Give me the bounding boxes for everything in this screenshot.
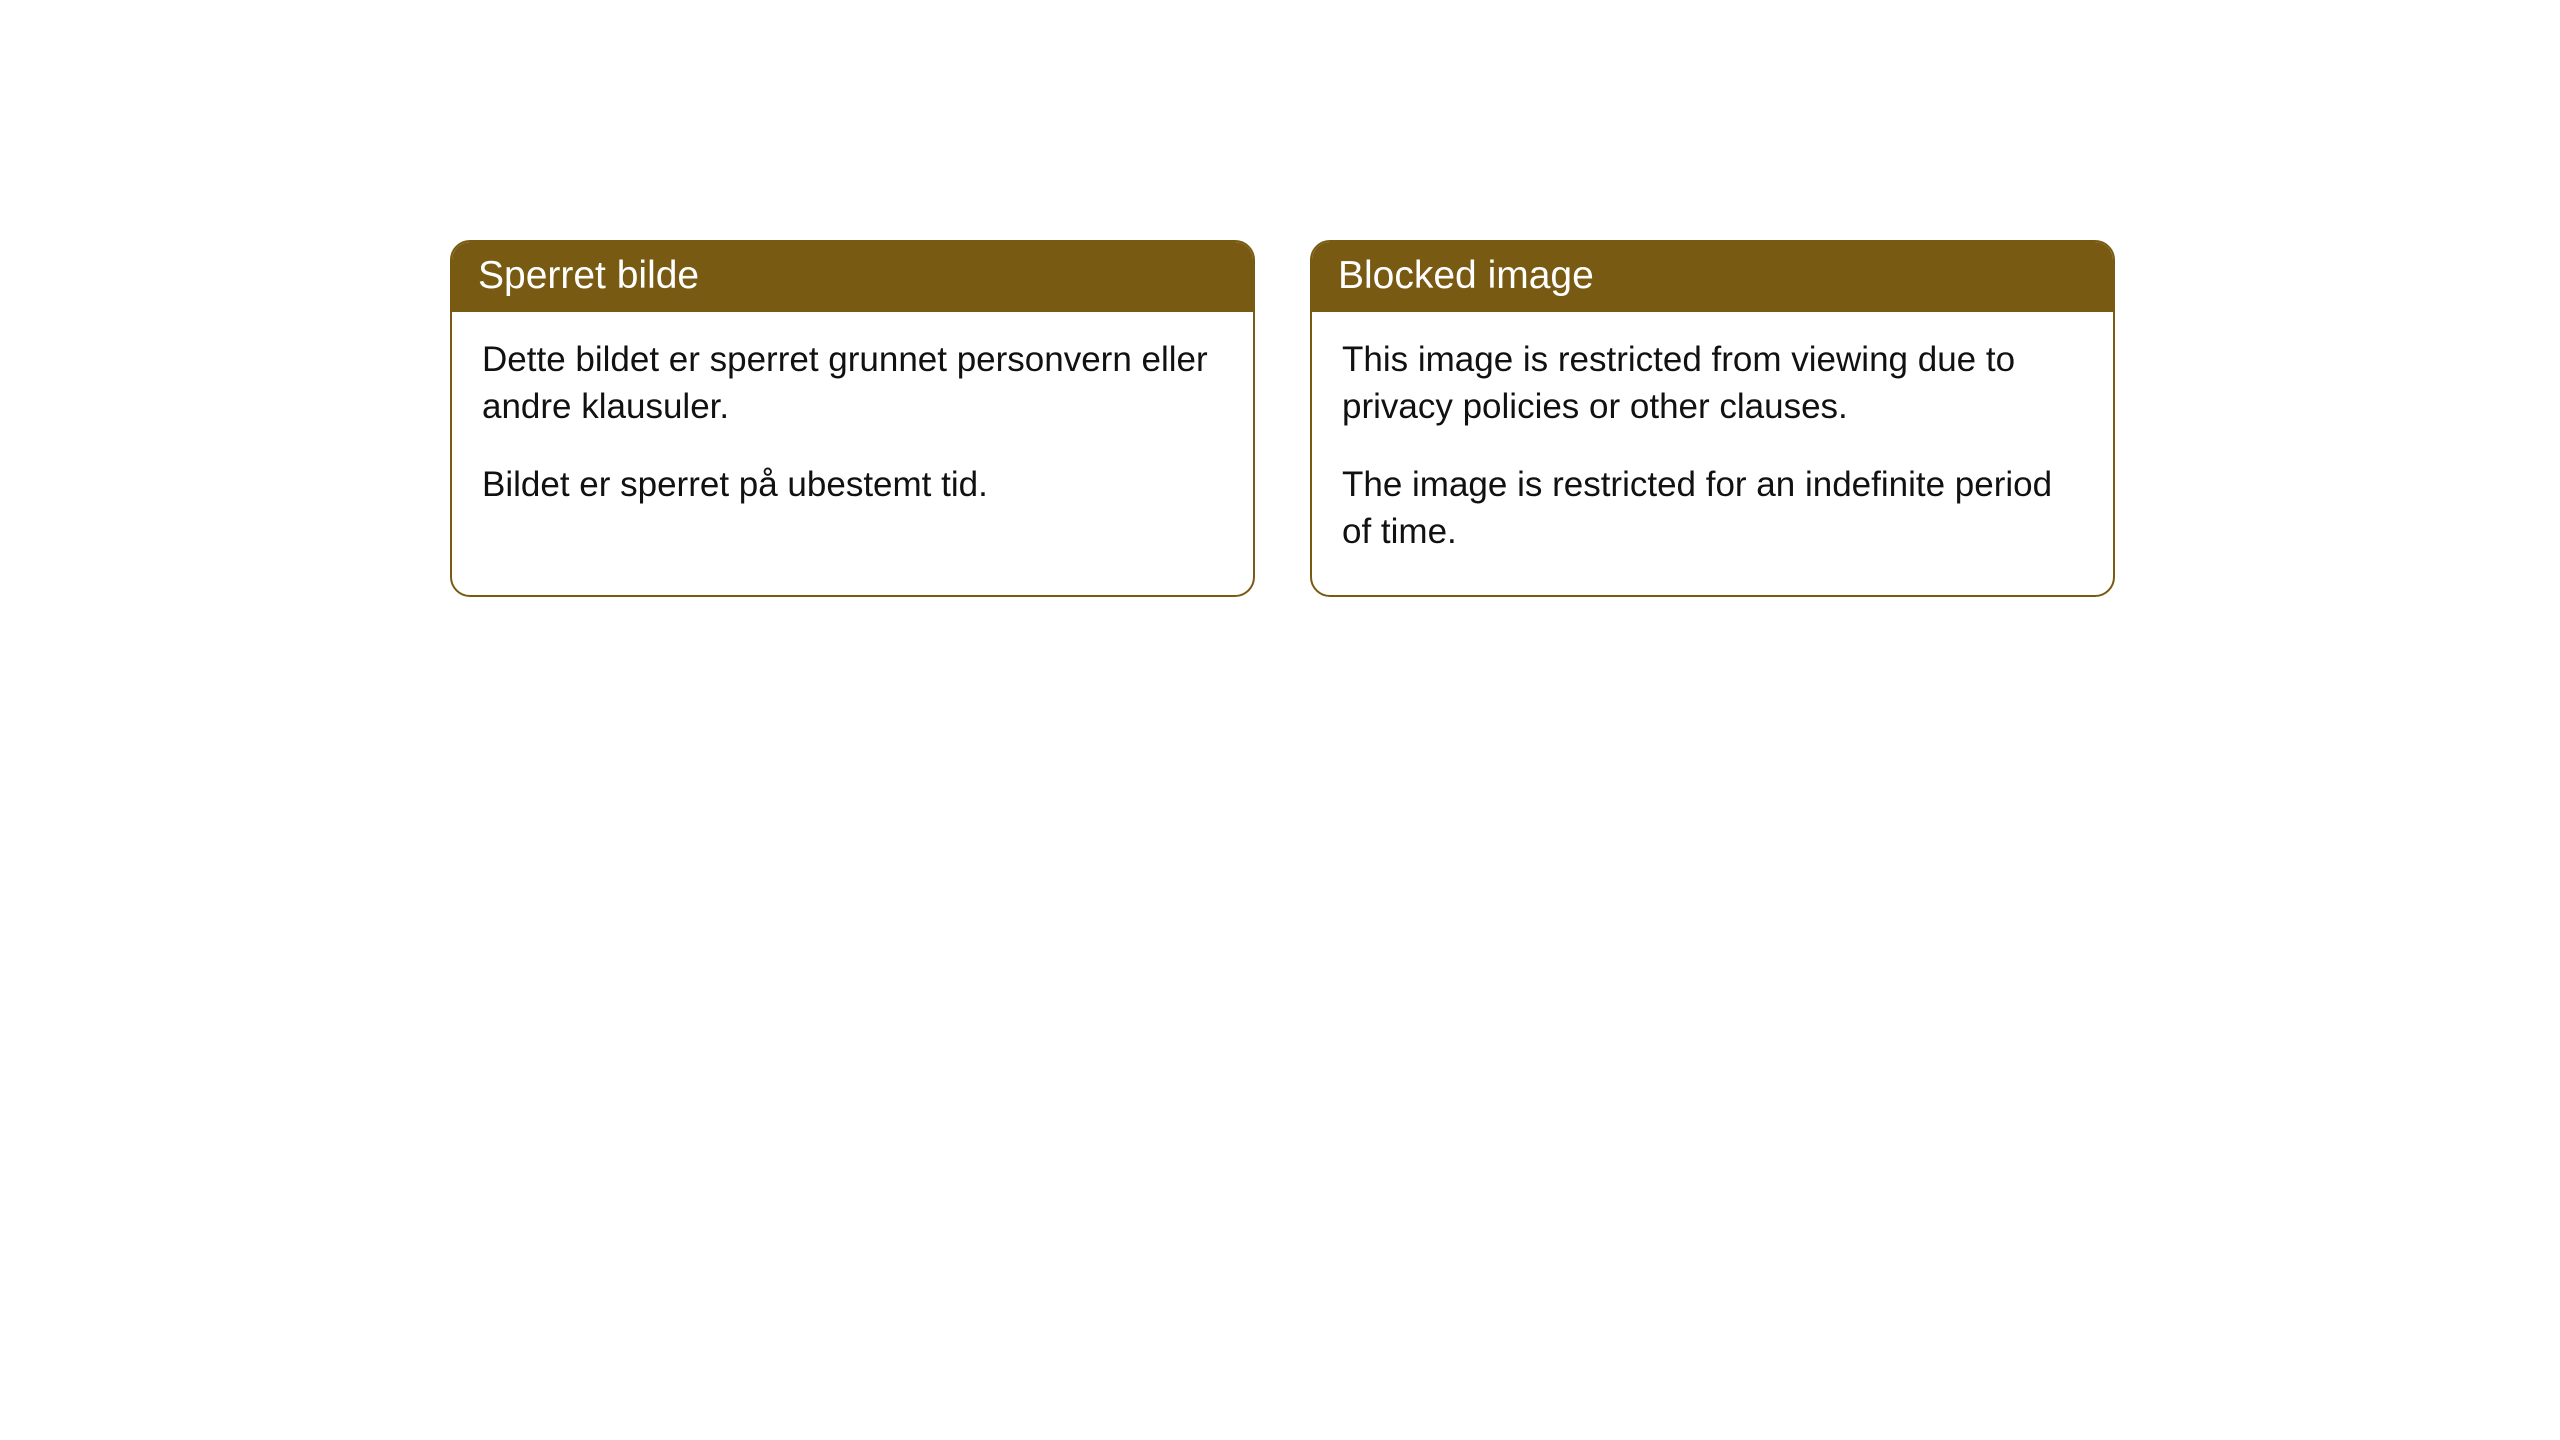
blocked-image-card-en: Blocked image This image is restricted f… [1310, 240, 2115, 597]
card-text-en-2: The image is restricted for an indefinit… [1342, 461, 2083, 556]
card-text-no-1: Dette bildet er sperret grunnet personve… [482, 336, 1223, 431]
blocked-image-card-no: Sperret bilde Dette bildet er sperret gr… [450, 240, 1255, 597]
card-text-en-1: This image is restricted from viewing du… [1342, 336, 2083, 431]
card-body-en: This image is restricted from viewing du… [1312, 312, 2113, 595]
card-text-no-2: Bildet er sperret på ubestemt tid. [482, 461, 1223, 508]
card-header-no: Sperret bilde [452, 242, 1253, 312]
card-header-en: Blocked image [1312, 242, 2113, 312]
card-body-no: Dette bildet er sperret grunnet personve… [452, 312, 1253, 548]
notice-container: Sperret bilde Dette bildet er sperret gr… [0, 0, 2560, 597]
